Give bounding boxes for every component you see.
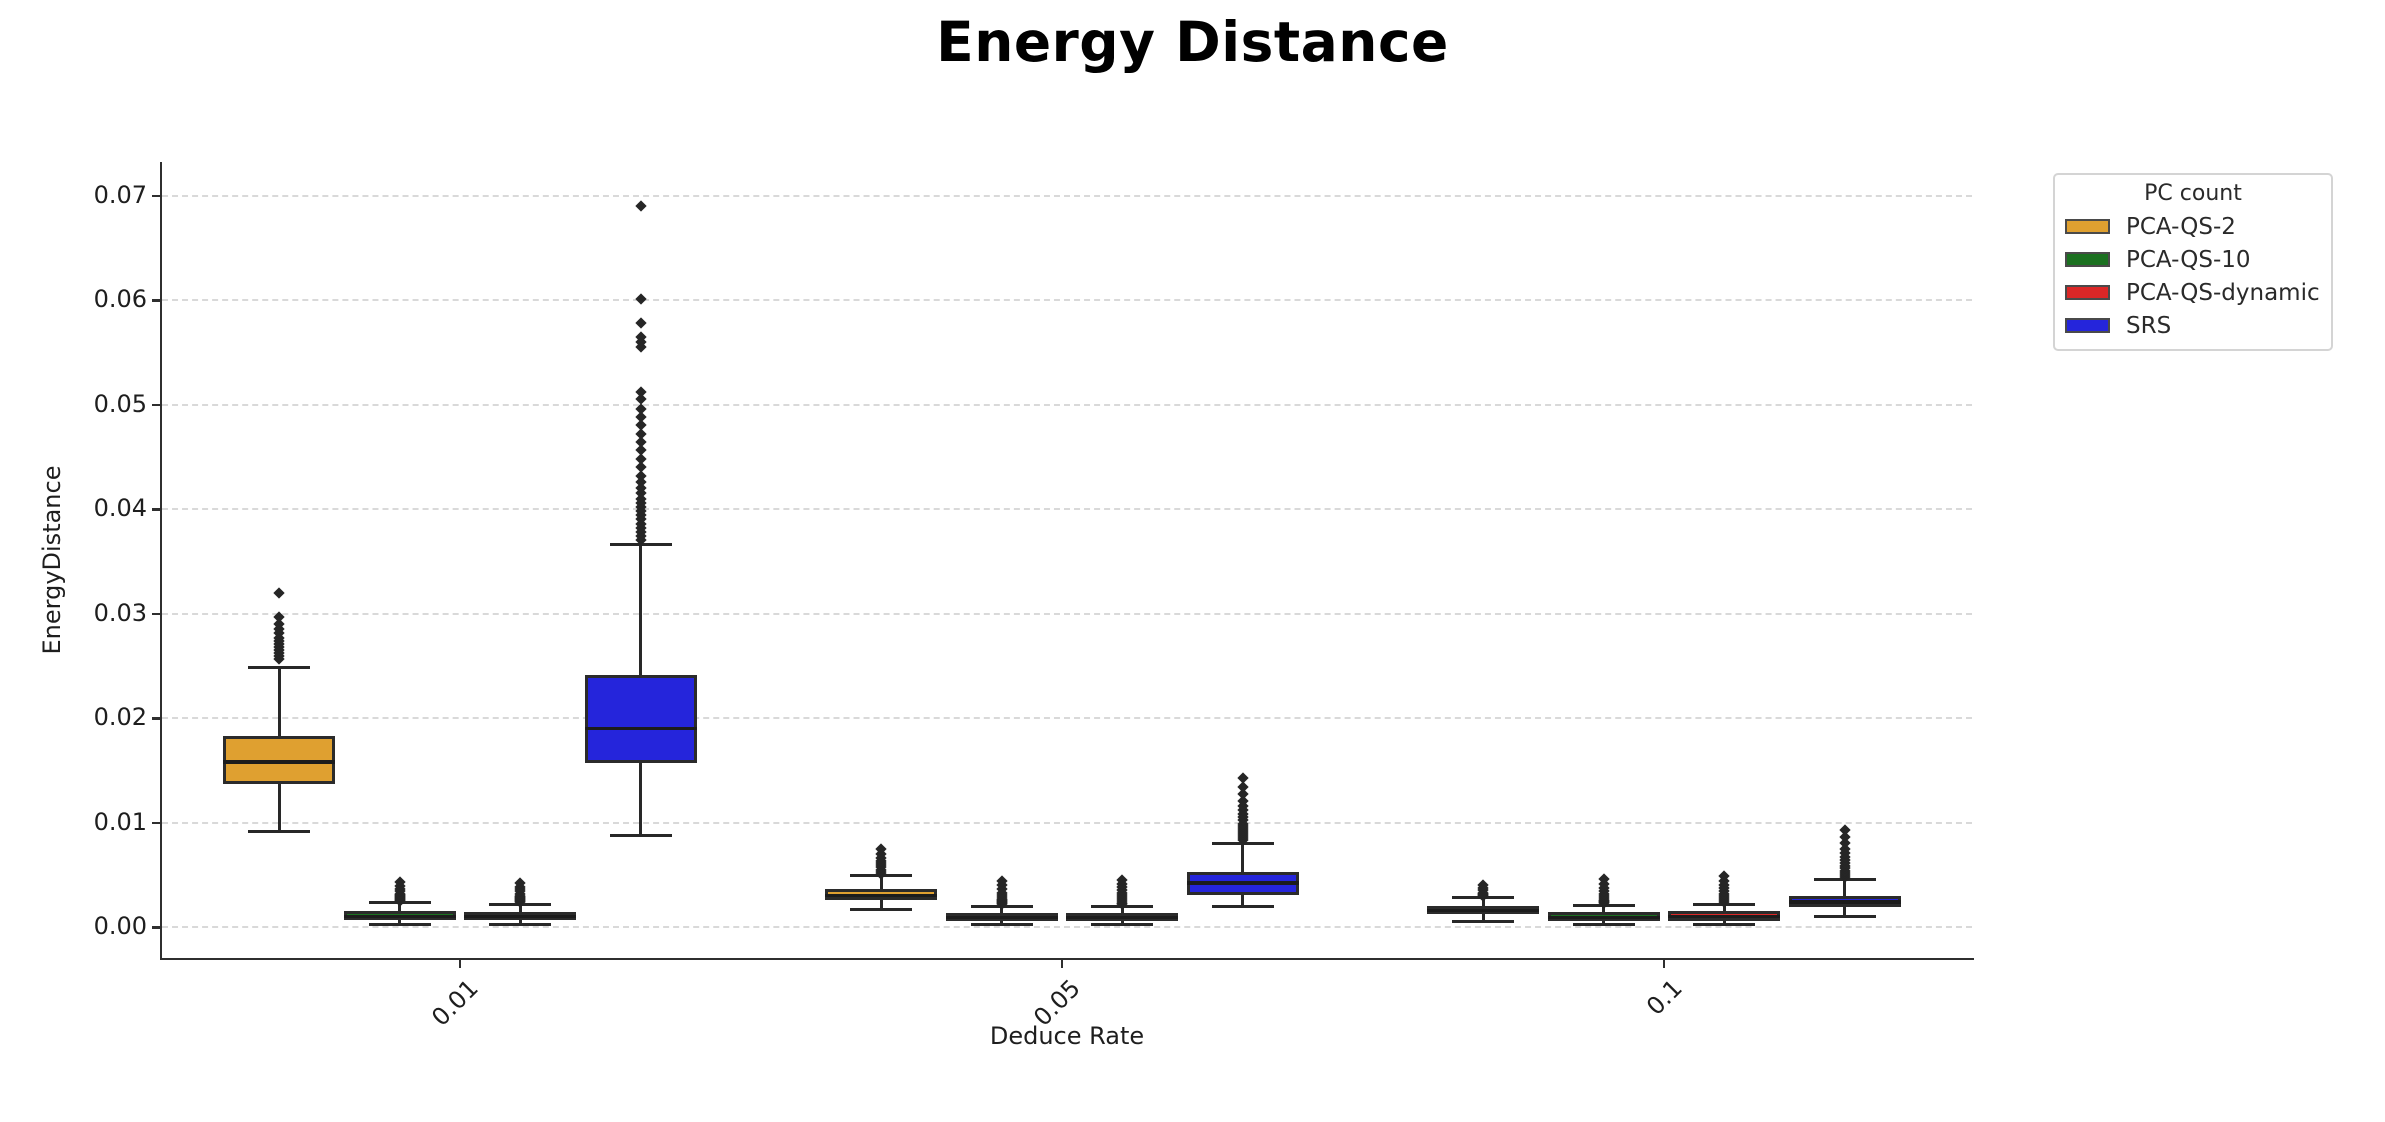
legend-item-label: PCA-QS-2 <box>2126 213 2236 240</box>
y-tick-label: 0.05 <box>93 389 147 418</box>
y-tick-mark <box>152 194 162 197</box>
y-axis-spine <box>159 162 162 960</box>
y-tick-label: 0.00 <box>93 912 147 940</box>
x-axis-label: Deduce Rate <box>989 1022 1145 1050</box>
legend-swatch <box>2065 252 2110 267</box>
median-line <box>584 726 697 731</box>
whisker-cap-low <box>489 923 552 927</box>
y-tick-mark <box>152 403 162 406</box>
legend-item-label: SRS <box>2126 312 2172 339</box>
gridline <box>162 717 1972 719</box>
y-tick-mark <box>152 926 162 929</box>
median-line <box>1186 881 1299 885</box>
gridline <box>162 299 1972 301</box>
median-line <box>1427 908 1540 913</box>
y-tick-label: 0.06 <box>93 285 147 313</box>
whisker-cap-low <box>1091 923 1154 927</box>
x-tick-mark <box>458 958 462 968</box>
legend-item-PCA-QS-2: PCA-QS-2 <box>2065 210 2321 243</box>
legend-swatch <box>2065 219 2110 234</box>
median-line <box>825 893 938 898</box>
outlier-marker <box>273 586 286 599</box>
box-SRS-0.01 <box>584 675 697 763</box>
legend-item-PCA-QS-dynamic: PCA-QS-dynamic <box>2065 276 2321 309</box>
median-line <box>464 914 577 919</box>
outlier-marker <box>634 200 647 212</box>
legend-title: PC count <box>2144 181 2242 206</box>
median-line <box>1668 914 1781 919</box>
y-tick-label: 0.03 <box>93 598 147 627</box>
x-tick-mark <box>1662 958 1666 968</box>
legend-items: PCA-QS-2 PCA-QS-10 PCA-QS-dynamic SRS <box>2065 210 2321 342</box>
outlier-marker <box>634 293 647 305</box>
legend-item-PCA-QS-10: PCA-QS-10 <box>2065 243 2321 276</box>
y-tick-label: 0.01 <box>93 807 147 836</box>
gridline <box>162 926 1972 928</box>
gridline <box>162 821 1972 824</box>
whisker-cap-low <box>1572 923 1635 927</box>
whisker-cap-low <box>1452 920 1515 924</box>
whisker-cap-low <box>1211 904 1274 908</box>
median-line <box>1547 915 1660 920</box>
legend-swatch <box>2065 318 2110 333</box>
y-tick-label: 0.07 <box>93 180 147 209</box>
median-line <box>945 915 1058 920</box>
whisker-cap-low <box>368 923 431 927</box>
median-line <box>223 760 336 764</box>
median-line <box>1788 900 1901 904</box>
whisker-cap-low <box>609 833 672 837</box>
median-line <box>343 914 456 919</box>
chart-title: Energy Distance <box>936 10 1449 74</box>
legend-swatch <box>2065 285 2110 300</box>
y-tick-mark <box>152 821 162 824</box>
gridline <box>162 508 1972 510</box>
x-axis-spine <box>159 957 1974 960</box>
y-tick-mark <box>152 717 162 720</box>
box-PCA-QS-2-0.01 <box>223 735 336 784</box>
outlier-marker <box>634 317 647 329</box>
whisker-cap-low <box>248 830 311 834</box>
y-axis-label: EnergyDistance <box>38 465 66 655</box>
legend-item-SRS: SRS <box>2065 309 2321 342</box>
x-tick-mark <box>1060 958 1064 968</box>
gridline <box>162 403 1972 406</box>
legend-item-label: PCA-QS-dynamic <box>2126 279 2320 306</box>
outlier-marker <box>1236 771 1249 784</box>
whisker-cap-low <box>850 907 913 911</box>
y-tick-mark <box>152 612 162 615</box>
whisker-cap-high <box>248 666 311 670</box>
whisker-cap-low <box>1693 923 1756 927</box>
gridline <box>162 194 1972 197</box>
y-tick-mark <box>152 299 162 302</box>
legend: PC count PCA-QS-2 PCA-QS-10 PCA-QS-dynamic… <box>2053 173 2333 351</box>
whisker-cap-low <box>1813 915 1876 919</box>
y-tick-label: 0.04 <box>93 494 147 522</box>
median-line <box>1066 915 1179 920</box>
y-tick-mark <box>152 508 162 511</box>
whisker-cap-low <box>970 923 1033 927</box>
y-tick-label: 0.02 <box>93 703 147 731</box>
legend-item-label: PCA-QS-10 <box>2126 246 2251 273</box>
gridline <box>162 612 1972 615</box>
